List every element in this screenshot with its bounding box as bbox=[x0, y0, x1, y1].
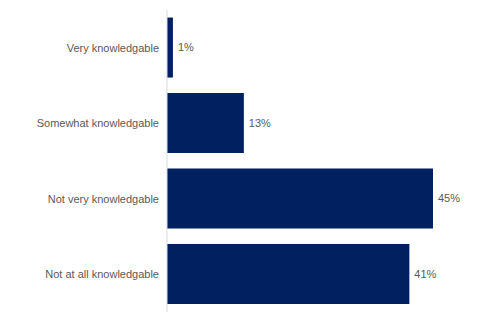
svg-text:1%: 1% bbox=[178, 41, 194, 53]
svg-text:Not at all knowledgable: Not at all knowledgable bbox=[45, 268, 159, 280]
svg-text:45%: 45% bbox=[438, 192, 460, 204]
svg-text:Very knowledgable: Very knowledgable bbox=[67, 42, 159, 54]
svg-text:Somewhat knowledgable: Somewhat knowledgable bbox=[37, 117, 159, 129]
svg-text:Not very knowledgable: Not very knowledgable bbox=[48, 193, 159, 205]
svg-text:41%: 41% bbox=[414, 268, 436, 280]
svg-text:13%: 13% bbox=[249, 117, 271, 129]
